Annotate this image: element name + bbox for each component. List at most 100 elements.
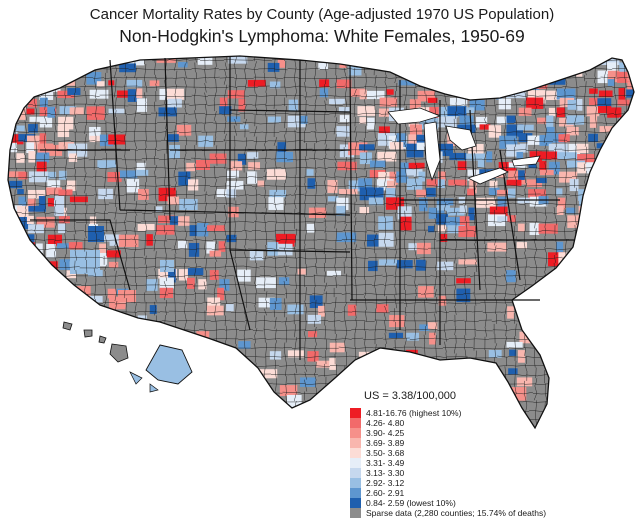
county: [89, 421, 110, 428]
county: [576, 143, 589, 154]
county: [378, 259, 397, 266]
county: [118, 290, 136, 302]
county: [86, 368, 95, 376]
county: [436, 214, 449, 225]
legend-swatch: [350, 458, 361, 468]
county: [36, 56, 55, 66]
county: [269, 351, 282, 360]
county: [9, 367, 17, 375]
county: [126, 179, 140, 193]
legend-swatch: [350, 418, 361, 428]
county: [238, 341, 251, 349]
county: [219, 106, 232, 115]
county: [329, 403, 337, 415]
county: [438, 295, 447, 306]
county: [326, 270, 341, 276]
county: [488, 214, 506, 227]
county: [476, 197, 496, 208]
county: [516, 124, 534, 131]
county: [378, 126, 390, 140]
county: [359, 152, 372, 165]
county: [106, 250, 121, 258]
county: [168, 432, 186, 441]
county: [36, 431, 47, 437]
county: [597, 106, 612, 114]
county: [38, 196, 46, 209]
legend-label: 4.26- 4.80: [366, 418, 405, 428]
county: [338, 107, 350, 113]
county: [47, 171, 57, 179]
county: [619, 62, 626, 77]
county: [636, 316, 644, 324]
county: [27, 98, 37, 108]
county: [558, 134, 570, 143]
county: [547, 61, 558, 71]
county: [386, 180, 397, 190]
legend-item: 4.81-16.76 (highest 10%): [350, 408, 546, 418]
county: [429, 106, 443, 119]
county: [66, 70, 74, 79]
county: [386, 89, 394, 95]
county: [586, 296, 595, 307]
county: [219, 97, 228, 111]
county: [226, 170, 239, 179]
county: [629, 135, 634, 146]
county: [287, 304, 304, 315]
county: [57, 90, 75, 99]
county: [506, 270, 516, 283]
county: [17, 205, 29, 218]
legend-item: 4.26- 4.80: [350, 418, 546, 428]
county: [39, 97, 48, 111]
county: [187, 268, 204, 276]
county: [357, 359, 376, 370]
county: [36, 216, 55, 228]
county: [269, 297, 282, 310]
county: [637, 100, 644, 106]
county: [89, 135, 101, 143]
county: [209, 250, 222, 257]
county: [527, 135, 545, 145]
county: [607, 62, 618, 74]
county: [158, 215, 175, 224]
county: [556, 241, 564, 253]
legend-rows: 4.81-16.76 (highest 10%) 4.26- 4.80 3.90- …: [350, 408, 546, 518]
county: [369, 160, 386, 168]
county: [229, 161, 243, 171]
county: [518, 223, 525, 232]
county: [438, 171, 446, 185]
county: [388, 332, 404, 339]
county: [639, 260, 644, 273]
county: [398, 80, 417, 86]
county: [329, 98, 345, 105]
county: [389, 315, 405, 328]
legend-label: 2.92- 3.12: [366, 478, 405, 488]
county: [226, 304, 234, 312]
county: [8, 234, 26, 246]
county: [536, 178, 547, 184]
county: [149, 80, 160, 87]
county: [317, 305, 326, 317]
county: [188, 242, 200, 257]
county: [359, 144, 375, 151]
county: [107, 171, 122, 182]
county: [49, 360, 68, 369]
county: [586, 178, 605, 193]
county: [589, 97, 601, 106]
county: [196, 331, 210, 338]
county: [136, 162, 146, 175]
county: [267, 116, 282, 123]
legend-label: 3.90- 4.25: [366, 428, 405, 438]
county: [566, 115, 585, 125]
county: [557, 197, 566, 210]
county: [299, 377, 316, 387]
county: [569, 340, 578, 355]
county: [488, 71, 497, 85]
county: [178, 171, 191, 186]
county: [597, 70, 608, 84]
county: [268, 197, 284, 210]
county: [176, 422, 188, 428]
county: [406, 62, 419, 69]
county: [586, 189, 597, 200]
county: [57, 414, 69, 426]
county: [588, 207, 601, 221]
